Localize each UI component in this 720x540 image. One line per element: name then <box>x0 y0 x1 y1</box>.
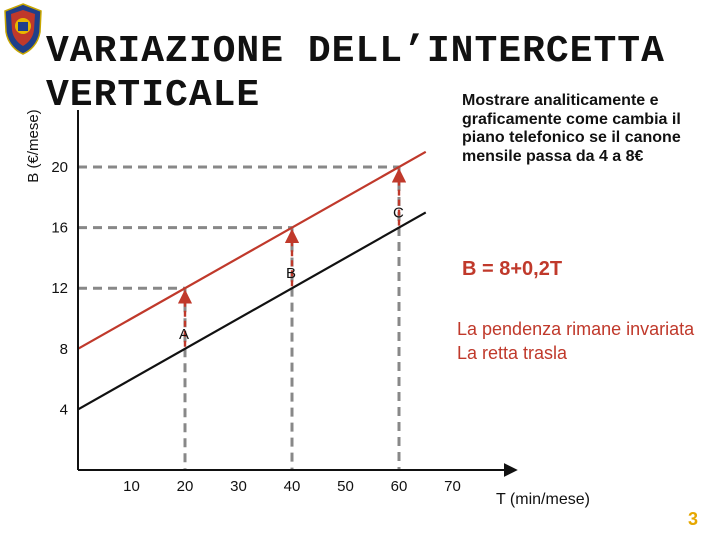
x-tick-label: 70 <box>444 478 461 495</box>
y-tick-label: 12 <box>51 280 68 297</box>
new-equation: B = 8+0,2T <box>462 258 563 280</box>
observation-shift: La retta trasla <box>457 343 568 363</box>
page-number: 3 <box>687 509 698 529</box>
y-tick-label: 20 <box>51 159 68 176</box>
y-tick-label: 8 <box>60 341 68 358</box>
observation-slope: La pendenza rimane invariata <box>457 319 695 339</box>
point-label-b: B <box>286 265 296 282</box>
x-tick-label: 40 <box>284 478 301 495</box>
series-line-0 <box>77 211 427 411</box>
x-tick-label: 30 <box>230 478 247 495</box>
university-seal-logo <box>4 3 42 55</box>
point-label-a: A <box>179 326 189 343</box>
x-tick-label: 10 <box>123 478 140 495</box>
x-tick-label: 50 <box>337 478 354 495</box>
x-tick-label: 20 <box>177 478 194 495</box>
series-line-1 <box>77 150 427 350</box>
title-line-1: VARIAZIONE DELL’INTERCETTA <box>46 30 665 73</box>
slide-title: VARIAZIONE DELL’INTERCETTA VERTICALE <box>46 30 665 118</box>
observations: La pendenza rimane invariata La retta tr… <box>457 317 694 365</box>
title-line-2: VERTICALE <box>46 74 261 117</box>
instruction-note: Mostrare analiticamente e graficamente c… <box>462 92 681 165</box>
x-tick-label: 60 <box>391 478 408 495</box>
y-tick-label: 4 <box>60 401 68 418</box>
point-label-c: C <box>393 205 404 222</box>
y-tick-label: 16 <box>51 220 68 237</box>
x-axis-label: T (min/mese) <box>496 491 590 508</box>
